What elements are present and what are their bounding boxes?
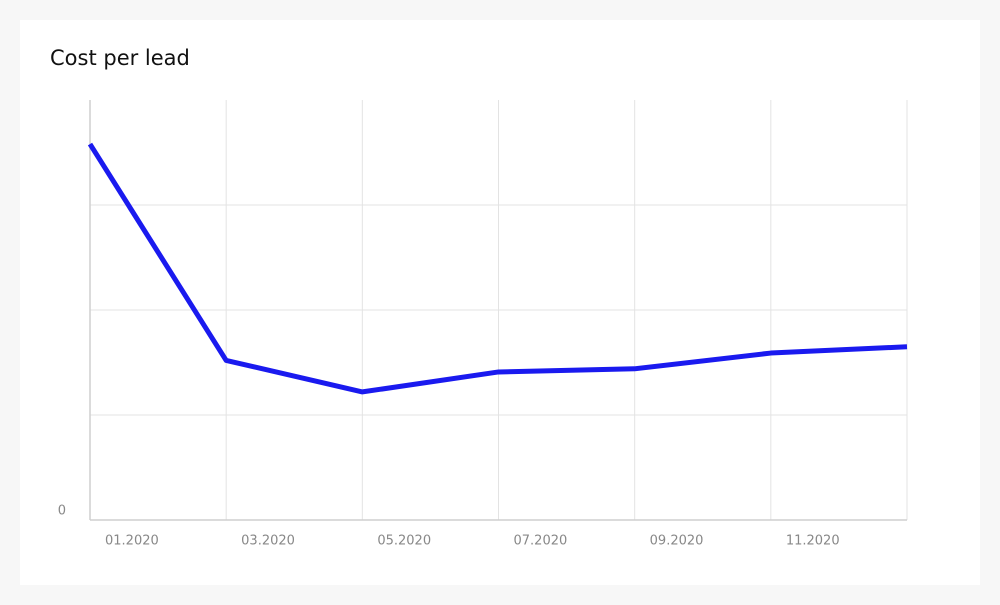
- x-tick-label: 09.2020: [650, 534, 704, 549]
- x-tick-label: 01.2020: [105, 534, 159, 549]
- x-tick-label: 07.2020: [514, 534, 568, 549]
- card: [20, 20, 980, 585]
- x-tick-label: 11.2020: [786, 534, 840, 549]
- x-tick-label: 03.2020: [241, 534, 295, 549]
- series-line: [87, 142, 908, 395]
- x-tick-label: 05.2020: [377, 534, 431, 549]
- y-tick-label: 0: [58, 504, 66, 519]
- chart-title: Cost per lead: [50, 46, 190, 70]
